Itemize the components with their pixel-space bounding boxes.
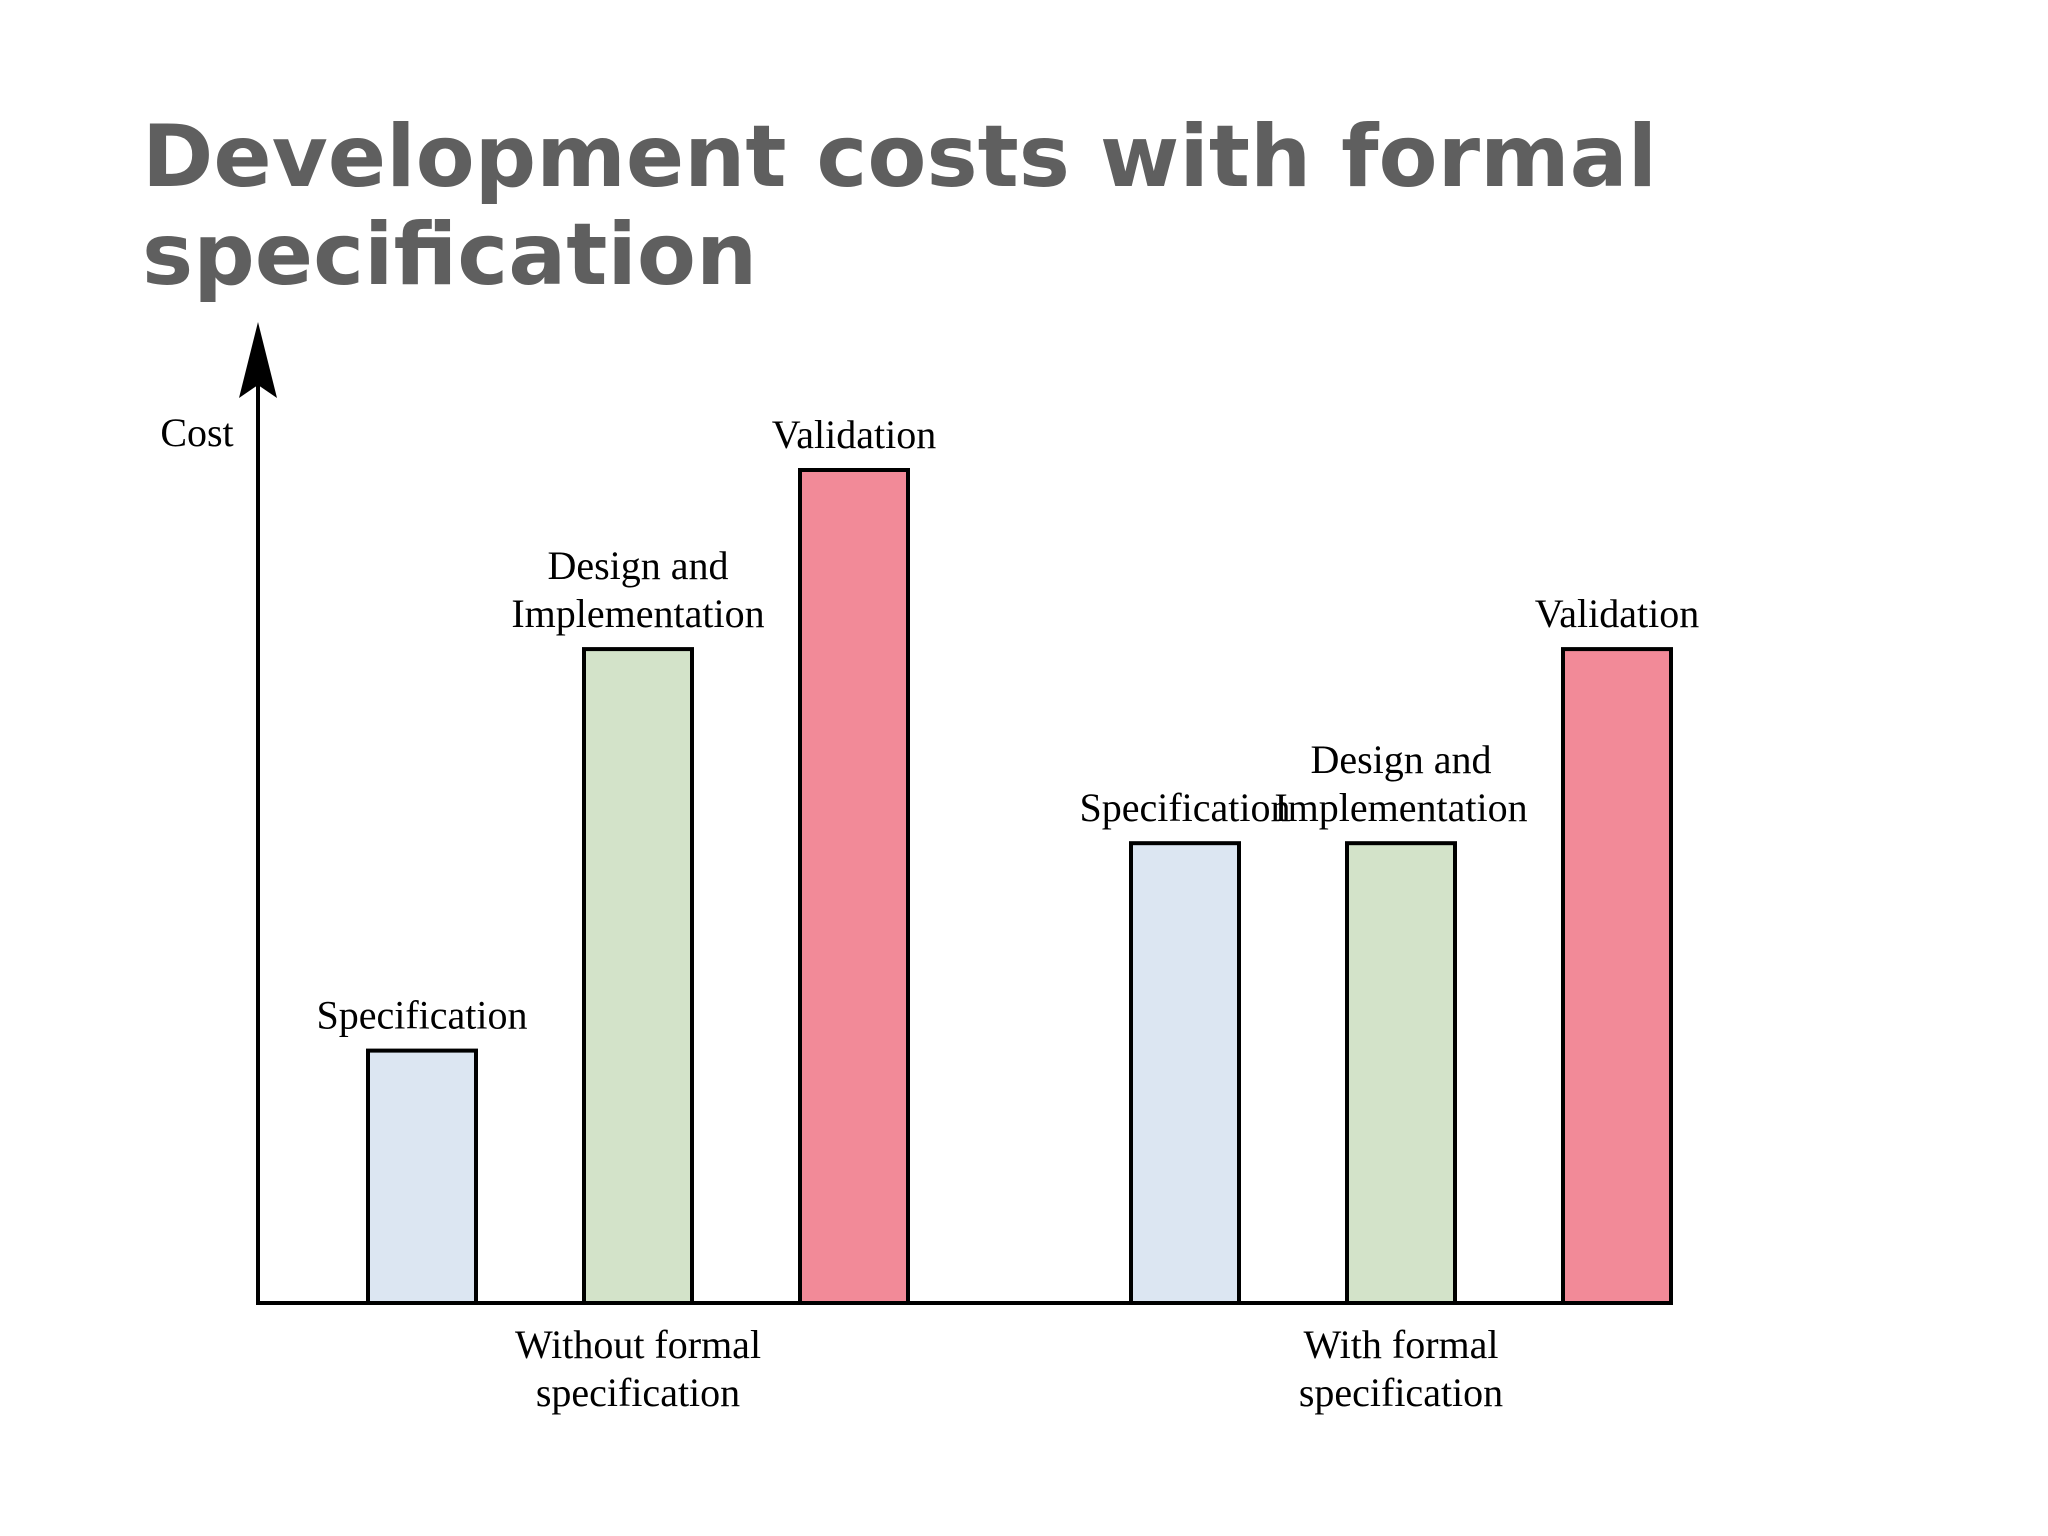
bar-group1-1 <box>366 1048 478 1305</box>
chart-title-line-2: specification <box>142 205 758 305</box>
bar-label-group2-2-line1: Design and <box>1310 737 1491 782</box>
bar-group2-3 <box>1561 647 1673 1305</box>
bar-group1-2 <box>582 647 694 1305</box>
bar-group2-1 <box>1129 841 1241 1306</box>
group-label-2-line1: With formal <box>1304 1322 1499 1367</box>
bar-group1-3 <box>798 468 910 1305</box>
bar-label-group2-2-line2: Implementation <box>1274 785 1527 830</box>
bar-label-group2-3-line1: Validation <box>1535 591 1699 636</box>
bar-label-group1-3-line1: Validation <box>772 412 936 457</box>
chart-title-line-1: Development costs with formal <box>142 107 1658 207</box>
bar-label-group2-1-line1: Specification <box>1079 785 1290 830</box>
bar-label-group1-2-line1: Design and <box>547 543 728 588</box>
y-axis-label: Cost <box>160 410 233 455</box>
group-label-1-line2: specification <box>536 1370 740 1415</box>
y-axis-arrowhead <box>239 322 277 398</box>
chart-title: Development costs with formal specificat… <box>142 108 1842 304</box>
group-label-2-line2: specification <box>1299 1370 1503 1415</box>
group-label-1-line1: Without formal <box>515 1322 761 1367</box>
bar-label-group1-2-line2: Implementation <box>511 591 764 636</box>
bar-group2-2 <box>1345 841 1457 1306</box>
bar-label-group1-1-line1: Specification <box>316 993 527 1038</box>
